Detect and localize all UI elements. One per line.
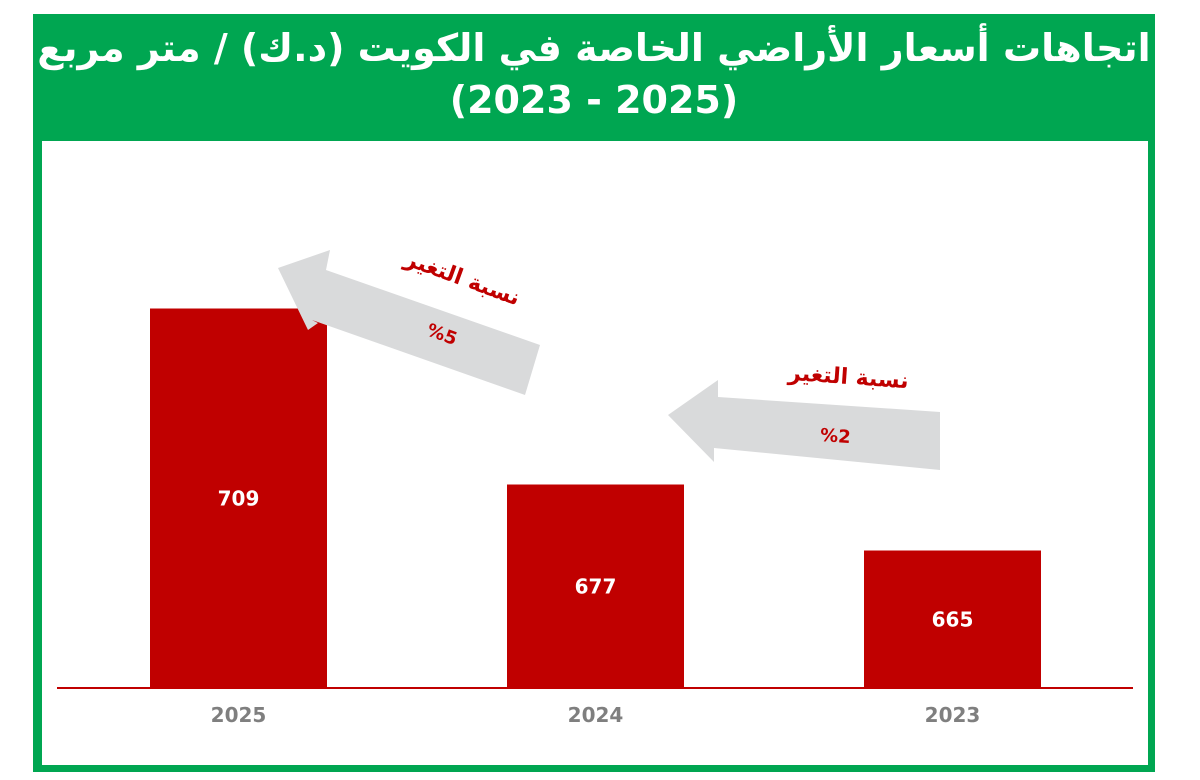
x-tick-label: 2025 [211, 703, 267, 727]
title-line-2: (2023 - 2025) [449, 78, 739, 122]
bar-2024 [507, 484, 684, 688]
change-label: نسبة التغير [786, 361, 909, 394]
data-label: 665 [932, 607, 974, 631]
data-label: 677 [575, 574, 617, 598]
arrow-left-icon [278, 250, 540, 395]
chart-title: اتجاهات أسعار الأراضي الخاصة في الكويت (… [33, 22, 1155, 126]
change-label: نسبة التغير [400, 246, 523, 311]
change-value: %2 [819, 425, 851, 448]
title-line-1: اتجاهات أسعار الأراضي الخاصة في الكويت (… [37, 26, 1151, 70]
data-label: 709 [218, 486, 260, 510]
x-tick-label: 2023 [925, 703, 981, 727]
change-arrow-2024: نسبة التغير %2 [668, 361, 940, 470]
x-tick-label: 2024 [568, 703, 624, 727]
arrow-left-icon [668, 380, 940, 470]
bar-2025 [150, 308, 327, 688]
bar-2023 [864, 550, 1041, 688]
